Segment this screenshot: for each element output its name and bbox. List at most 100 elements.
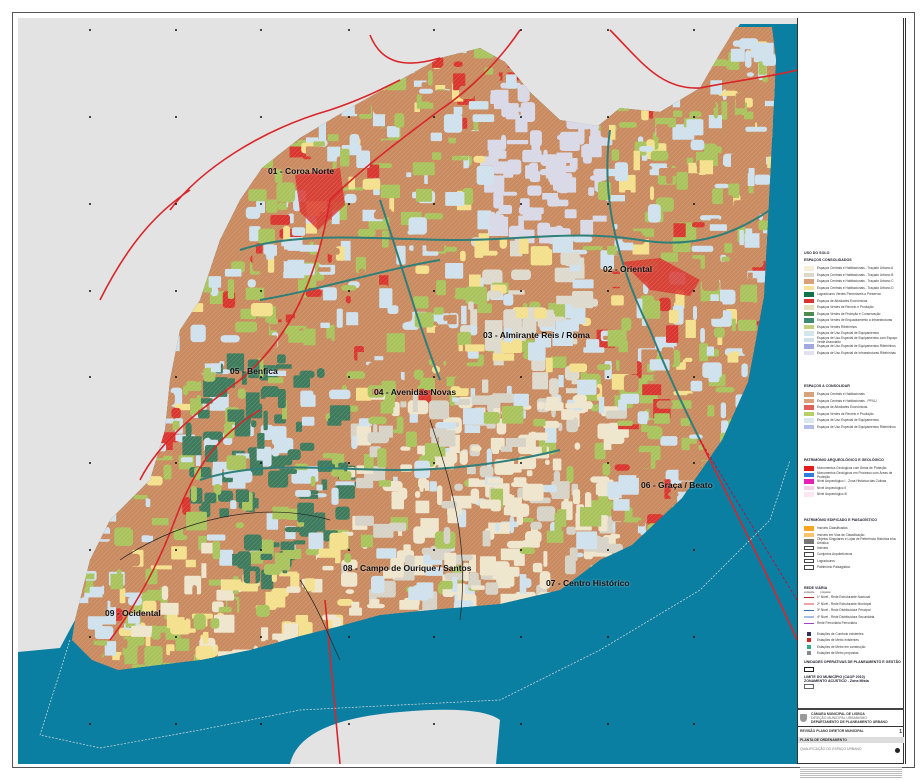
legend-item-label: Espaços Centrais e Habitacionais - Traça… <box>817 285 894 290</box>
legend-item: Monumentos Geológicos em Processo com Ár… <box>804 470 904 479</box>
grid-mark <box>89 462 91 464</box>
main-road <box>379 199 441 381</box>
grid-mark <box>693 290 695 292</box>
legend-item: Espaços de Atividades Económicas <box>804 298 904 305</box>
grid-mark <box>607 290 609 292</box>
legend-item-label: Espaços Verdes de Proteção e Conservação <box>817 311 881 316</box>
legend-heading: PATRIMÓNIO ARQUEOLÓGICO E GEOLÓGICO <box>804 458 884 462</box>
legend-item-label: Espaços Centrais e Habitacionais - PP/LU <box>817 398 877 403</box>
legend-item: Património Paisagístico <box>804 564 904 571</box>
legend-item-label: Nível Arqueológico I - Zona Histórica da… <box>817 479 887 484</box>
legend-heading: ESPAÇOS A CONSOLIDAR <box>804 384 850 388</box>
legend-swatch <box>804 485 814 490</box>
grid-mark <box>89 116 91 118</box>
legend-item: Rede Ferroviária Ferroviária <box>804 620 904 627</box>
legend-item: 1º Nível - Rede Estruturante Nacional <box>804 594 904 601</box>
legend-item: Espaços Centrais e Habitacionais - PP/LU <box>804 398 904 405</box>
grid-mark <box>260 116 262 118</box>
uopg-boundary <box>429 419 463 621</box>
legend-item-label: 2º Nível - Rede Estruturante Municipal <box>817 601 872 606</box>
grid-mark <box>175 636 177 638</box>
legend-item-label: Rede Ferroviária Ferroviária <box>817 621 857 626</box>
grid-mark <box>433 723 435 725</box>
legend-item: Estações de Comboio existentes <box>804 631 904 638</box>
legend-swatch <box>804 298 814 303</box>
legend-item-label: Monumentos Geológicos com Áreas de Prote… <box>817 466 887 471</box>
grid-mark <box>433 116 435 118</box>
direction-name: DIREÇÃO MUNICIPAL URBANISMO <box>811 716 867 720</box>
grid-mark <box>520 290 522 292</box>
legend-swatch <box>804 479 814 484</box>
highway-road <box>329 29 521 201</box>
legend-swatch <box>804 466 814 471</box>
legend-item: 3º Nível - Rede Distribuidora Principal <box>804 607 904 614</box>
grid-mark <box>175 723 177 725</box>
lisbon-coat-of-arms-icon <box>800 714 807 722</box>
legend-item: Espaços Centrais e Habitacionais <box>804 391 904 398</box>
legend-item-label: Espaços Verdes de Recreio e Produção <box>817 411 874 416</box>
south-bank-land <box>290 709 500 764</box>
legend-item-label: Espaços Verdes de Enquadramento a Infrae… <box>817 318 893 323</box>
grid-mark <box>520 116 522 118</box>
highway-road <box>99 189 191 301</box>
legend-item: Logradouros Verdes Permeáveis a Preserva… <box>804 291 904 298</box>
legend-swatch <box>804 424 814 429</box>
grid-mark <box>175 549 177 551</box>
legend-item-label: Espaços Centrais e Habitacionais <box>817 392 865 397</box>
grid-mark <box>260 462 262 464</box>
legend-swatch <box>807 651 811 656</box>
legend-heading: UNIDADES OPERATIVAS DE PLANEAMENTO E GES… <box>804 660 901 664</box>
grid-mark <box>520 636 522 638</box>
legend-swatch <box>804 609 814 611</box>
district-label-campo-de-ourique-santos: 08 - Campo de Ourique / Santos <box>343 563 472 573</box>
highway-road <box>169 79 401 211</box>
district-label-avenidas-novas: 04 - Avenidas Novas <box>374 387 457 397</box>
legend-item: Espaços Verdes de Recreio e Produção <box>804 411 904 418</box>
legend-section-built-heritage: PATRIMÓNIO EDIFICADO E PAISAGÍSTICO Imóv… <box>804 518 904 571</box>
district-label-coroa-norte: 01 - Coroa Norte <box>268 166 335 176</box>
legend-heading: PATRIMÓNIO EDIFICADO E PAISAGÍSTICO <box>804 518 878 522</box>
legend-item-label: Nível Arqueológico III <box>817 492 848 497</box>
legend-item-label: Espaços de Uso Especial de Equipamentos <box>817 418 879 423</box>
grid-mark <box>260 290 262 292</box>
notes-text <box>800 766 902 778</box>
legend-item-label: Estações de Metro em construção <box>817 644 866 649</box>
main-road <box>259 259 441 301</box>
legend-item: Logradouros <box>804 558 904 565</box>
legend-swatch <box>804 350 814 355</box>
legend-item: Conjuntos Arquitetónicos <box>804 551 904 558</box>
grid-mark <box>433 462 435 464</box>
legend-item-label: 4º Nível - Rede Distribuidora Secundária <box>817 614 875 619</box>
legend-heading: USO DO SOLO <box>804 251 830 255</box>
legend-item-label: Conjuntos Arquitetónicos <box>817 552 853 557</box>
legend-swatch <box>804 622 814 624</box>
sheet-number: 1 <box>899 729 902 735</box>
grid-mark <box>607 462 609 464</box>
legend-swatch <box>804 331 814 336</box>
main-road <box>239 209 771 251</box>
highway-road <box>369 34 441 64</box>
map-legend: USO DO SOLO ESPAÇOS CONSOLIDADOS Espaços… <box>797 18 906 778</box>
grid-mark <box>520 376 522 378</box>
grid-mark <box>89 203 91 205</box>
district-label-graca-beato: 06 - Graça / Beato <box>641 480 713 490</box>
grid-mark <box>607 549 609 551</box>
main-road <box>199 449 561 481</box>
legend-swatch <box>804 318 814 323</box>
legend-item-label: Monumentos Geológicos em Processo com Ár… <box>817 470 893 479</box>
legend-item-label: Logradouros Verdes Permeáveis a Preserva… <box>817 292 881 297</box>
grid-mark <box>433 29 435 31</box>
grid-mark <box>520 462 522 464</box>
land-use-map[interactable] <box>18 18 797 764</box>
grid-mark <box>693 549 695 551</box>
grid-mark <box>260 723 262 725</box>
grid-mark <box>348 462 350 464</box>
legend-item-label: Espaços Verdes Ribeirinhos <box>817 324 857 329</box>
sheet-type: PLANTA DE ORDENAMENTO <box>798 737 904 743</box>
legend-section-to-consolidate: ESPAÇOS A CONSOLIDAR Espaços Centrais e … <box>804 384 904 430</box>
legend-item: Nível Arqueológico II <box>804 485 904 492</box>
legend-swatch <box>804 344 814 349</box>
legend-section-uopg: UNIDADES OPERATIVAS DE PLANEAMENTO E GES… <box>804 660 904 689</box>
legend-swatch <box>804 266 814 271</box>
legend-item-label: Imóveis <box>817 545 828 550</box>
